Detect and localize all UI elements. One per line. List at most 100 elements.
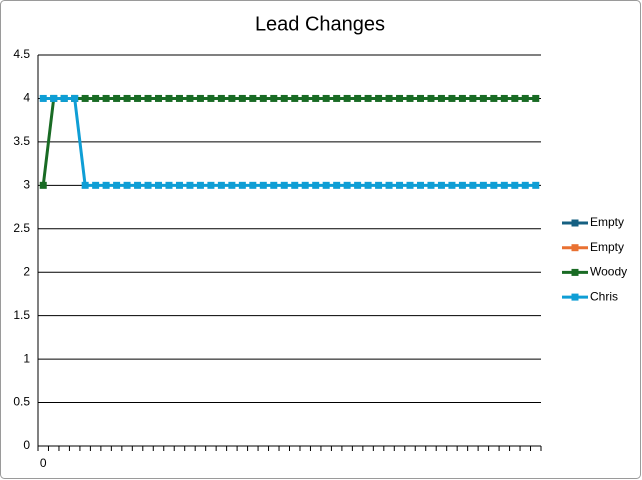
legend-label: Woody — [590, 265, 627, 279]
data-point — [375, 181, 383, 189]
y-tick-label: 1 — [23, 351, 30, 365]
data-point — [196, 181, 204, 189]
data-point — [134, 94, 142, 102]
data-point — [92, 94, 100, 102]
data-point — [291, 94, 299, 102]
data-point — [469, 94, 477, 102]
y-tick-label: 4.5 — [13, 47, 30, 61]
data-point — [396, 181, 404, 189]
data-point — [186, 181, 194, 189]
data-point — [511, 181, 519, 189]
data-point — [228, 181, 236, 189]
data-point — [71, 94, 79, 102]
data-point — [301, 94, 309, 102]
data-point — [364, 94, 372, 102]
data-point — [259, 181, 267, 189]
data-point — [238, 94, 246, 102]
data-point — [270, 181, 278, 189]
data-point — [175, 94, 183, 102]
data-point — [144, 181, 152, 189]
data-point — [406, 181, 414, 189]
data-point — [81, 181, 89, 189]
data-point — [532, 94, 540, 102]
data-point — [427, 181, 435, 189]
data-point — [280, 94, 288, 102]
legend-marker — [571, 268, 579, 276]
data-point — [521, 94, 529, 102]
data-point — [312, 94, 320, 102]
y-tick-label: 2.5 — [13, 221, 30, 235]
data-point — [186, 94, 194, 102]
data-point — [134, 181, 142, 189]
data-point — [280, 181, 288, 189]
data-point — [81, 94, 89, 102]
data-point — [291, 181, 299, 189]
y-tick-label: 1.5 — [13, 308, 30, 322]
data-point — [333, 94, 341, 102]
data-point — [228, 94, 236, 102]
legend-marker — [571, 293, 579, 301]
data-point — [196, 94, 204, 102]
data-point — [375, 94, 383, 102]
data-point — [113, 94, 121, 102]
data-point — [144, 94, 152, 102]
data-point — [385, 181, 393, 189]
data-point — [448, 94, 456, 102]
data-point — [479, 94, 487, 102]
data-point — [92, 181, 100, 189]
data-point — [458, 94, 466, 102]
legend-marker — [571, 244, 579, 252]
data-point — [249, 94, 257, 102]
data-point — [207, 94, 215, 102]
data-point — [322, 94, 330, 102]
data-point — [437, 181, 445, 189]
data-point — [469, 181, 477, 189]
data-point — [165, 94, 173, 102]
data-point — [396, 94, 404, 102]
legend-label: Chris — [590, 289, 618, 303]
data-point — [500, 181, 508, 189]
data-point — [102, 181, 110, 189]
data-point — [343, 94, 351, 102]
y-tick-label: 3 — [23, 178, 30, 192]
data-point — [511, 94, 519, 102]
data-point — [416, 181, 424, 189]
data-point — [354, 94, 362, 102]
legend-marker — [571, 219, 579, 227]
data-point — [175, 181, 183, 189]
data-point — [322, 181, 330, 189]
data-point — [259, 94, 267, 102]
data-point — [217, 181, 225, 189]
data-point — [448, 181, 456, 189]
data-point — [238, 181, 246, 189]
data-point — [39, 181, 47, 189]
data-point — [123, 94, 131, 102]
data-point — [301, 181, 309, 189]
data-point — [532, 181, 540, 189]
data-point — [113, 181, 121, 189]
y-tick-label: 2 — [23, 264, 30, 278]
y-tick-label: 4 — [23, 91, 30, 105]
data-point — [39, 94, 47, 102]
data-point — [406, 94, 414, 102]
data-point — [521, 181, 529, 189]
chart-title: Lead Changes — [255, 13, 385, 35]
data-point — [490, 181, 498, 189]
data-point — [249, 181, 257, 189]
data-point — [312, 181, 320, 189]
data-point — [343, 181, 351, 189]
data-point — [354, 181, 362, 189]
data-point — [165, 181, 173, 189]
y-tick-label: 3.5 — [13, 134, 30, 148]
data-point — [364, 181, 372, 189]
y-tick-label: 0 — [23, 438, 30, 452]
data-point — [155, 181, 163, 189]
legend-label: Empty — [590, 240, 624, 254]
data-point — [385, 94, 393, 102]
data-point — [427, 94, 435, 102]
data-point — [490, 94, 498, 102]
data-point — [479, 181, 487, 189]
